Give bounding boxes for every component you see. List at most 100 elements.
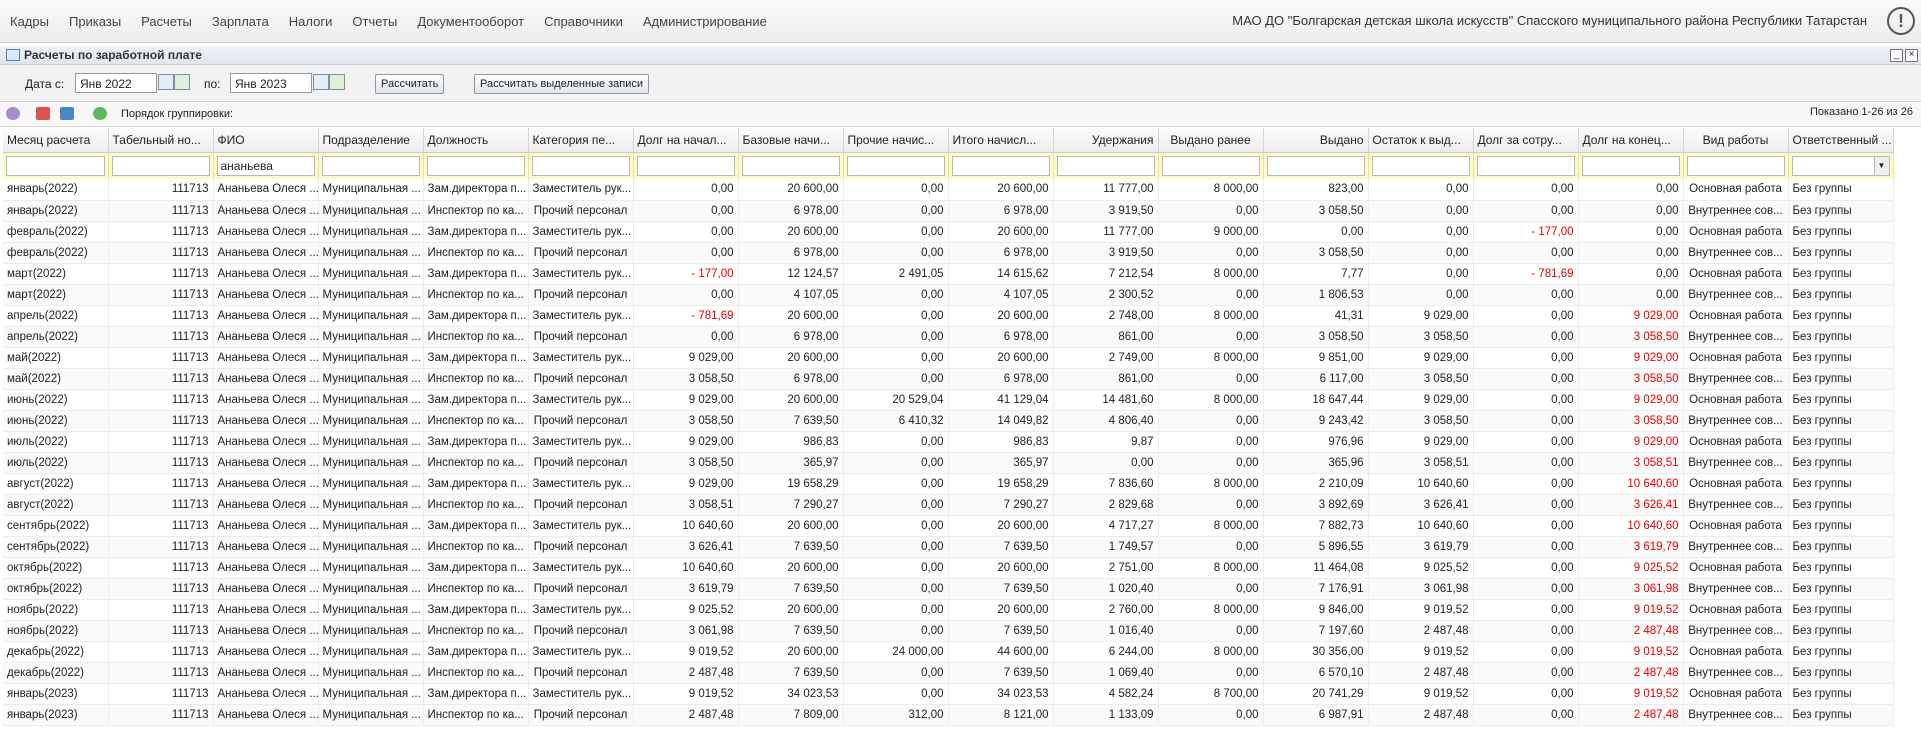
date-from-input[interactable]: Янв 2022 [75,73,157,93]
grid-row[interactable]: март(2022) 111713 Ананьева Олеся ... Муници… [3,263,1894,285]
column-header[interactable]: Прочие начис... [843,128,949,153]
column-header[interactable]: Вид работы [1683,128,1789,153]
filter-input[interactable] [846,155,945,176]
column-header[interactable]: Ответственный ... [1788,128,1894,153]
grid-row[interactable]: ноябрь(2022) 111713 Ананьева Олеся ... Муни… [3,599,1894,621]
grid-row[interactable]: декабрь(2022) 111713 Ананьева Олеся ... Мун… [3,641,1894,663]
column-header[interactable]: Базовые начи... [738,128,844,153]
filter-input[interactable] [531,155,630,176]
print-menu[interactable] [60,107,74,120]
grid-row[interactable]: сентябрь(2022) 111713 Ананьева Олеся ... Му… [3,536,1894,558]
actions-menu[interactable] [6,107,20,120]
column-header[interactable]: Удержания [1053,128,1159,153]
date-to-picker[interactable] [313,74,329,90]
grid-row[interactable]: ноябрь(2022) 111713 Ананьева Олеся ... Муни… [3,620,1894,642]
minimize-button[interactable]: _ [1890,49,1903,62]
grid-cell: август(2022) [3,494,109,516]
grid-row[interactable]: январь(2023) 111713 Ананьева Олеся ... Муни… [3,683,1894,705]
refresh[interactable] [93,107,107,120]
filter-input[interactable] [1581,155,1680,176]
column-header[interactable]: Выдано [1263,128,1369,153]
calculate-button[interactable]: Рассчитать [375,74,445,94]
grid-row[interactable]: октябрь(2022) 111713 Ананьева Олеся ... Мун… [3,578,1894,600]
grid-row[interactable]: апрель(2022) 111713 Ананьева Олеся ... Муни… [3,326,1894,348]
menu-item[interactable]: Кадры [10,13,49,29]
grid-cell: Зам.директора п... [423,515,529,537]
grid-cell: 9 029,00 [1578,347,1684,369]
notification-icon[interactable]: ! [1887,7,1915,35]
grid-row[interactable]: июнь(2022) 111713 Ананьева Олеся ... Муници… [3,410,1894,432]
filter-input[interactable] [636,155,735,176]
grid-row[interactable]: апрель(2022) 111713 Ананьева Олеся ... Муни… [3,305,1894,327]
filter-dropdown-arrow[interactable]: ▼ [1873,156,1889,175]
column-header[interactable]: Итого начисл... [948,128,1054,153]
grid-cell: 2 829,68 [1053,494,1159,516]
column-header[interactable]: Месяц расчета [3,128,109,153]
grid-row[interactable]: март(2022) 111713 Ананьева Олеся ... Муници… [3,284,1894,306]
date-to-clear[interactable] [329,74,345,90]
column-header[interactable]: ФИО [213,128,319,153]
filter-input[interactable]: ананьева [216,155,315,176]
grid-row[interactable]: август(2022) 111713 Ананьева Олеся ... Муни… [3,494,1894,516]
column-header[interactable]: Долг на конец... [1578,128,1684,153]
grid-cell: Ананьева Олеся ... [213,305,319,327]
filter-input[interactable] [6,155,105,176]
filter-input[interactable] [1266,155,1365,176]
date-to-label: по: [204,77,221,91]
grid-row[interactable]: сентябрь(2022) 111713 Ананьева Олеся ... Му… [3,515,1894,537]
menu-item[interactable]: Расчеты [141,13,192,29]
date-from-picker[interactable] [158,74,174,90]
column-header[interactable]: Остаток к выд... [1368,128,1474,153]
filter-input[interactable] [1161,155,1260,176]
filter-input[interactable] [1371,155,1470,176]
menu-item[interactable]: Налоги [288,13,333,29]
date-to-input[interactable]: Янв 2023 [230,73,312,93]
grid-row[interactable]: май(2022) 111713 Ананьева Олеся ... Муницип… [3,347,1894,369]
grid-cell: Внутреннее сов... [1683,662,1789,684]
grid-row[interactable]: февраль(2022) 111713 Ананьева Олеся ... Мун… [3,242,1894,264]
grid-row[interactable]: январь(2023) 111713 Ананьева Олеся ... Муни… [3,704,1894,726]
grid-row[interactable]: июль(2022) 111713 Ананьева Олеся ... Муници… [3,452,1894,474]
column-header[interactable]: Категория пе... [528,128,634,153]
menu-item[interactable]: Отчеты [352,13,398,29]
date-from-clear[interactable] [174,74,190,90]
grid-cell: Зам.директора п... [423,599,529,621]
filter-input[interactable] [321,155,420,176]
grid-cell: Без группы [1788,599,1894,621]
filter-input[interactable]: ▼ [1791,155,1890,176]
filter-input[interactable] [951,155,1050,176]
grid-row[interactable]: декабрь(2022) 111713 Ананьева Олеся ... Мун… [3,662,1894,684]
grid-cell: Ананьева Олеся ... [213,179,319,201]
grid-row[interactable]: май(2022) 111713 Ананьева Олеся ... Муницип… [3,368,1894,390]
column-header[interactable]: Табельный но... [108,128,214,153]
menu-item[interactable]: Приказы [68,13,122,29]
close-button[interactable]: × [1905,49,1918,62]
calculate-selected-button[interactable]: Рассчитать выделенные записи [474,74,650,94]
column-header[interactable]: Долг за сотру... [1473,128,1579,153]
column-header[interactable]: Должность [423,128,529,153]
grid-row[interactable]: июнь(2022) 111713 Ананьева Олеся ... Муници… [3,389,1894,411]
menu-item[interactable]: Справочники [544,13,623,29]
filter-input[interactable] [1476,155,1575,176]
grid-row[interactable]: январь(2022) 111713 Ананьева Олеся ... Муни… [3,179,1894,201]
grid-cell: 6 978,00 [738,200,844,222]
grid-row[interactable]: февраль(2022) 111713 Ананьева Олеся ... Мун… [3,221,1894,243]
filter-input[interactable] [741,155,840,176]
column-header[interactable]: Выдано ранее [1158,128,1264,153]
grid-row[interactable]: октябрь(2022) 111713 Ананьева Олеся ... Мун… [3,557,1894,579]
column-header[interactable]: Долг на начал... [633,128,739,153]
grid-row[interactable]: июль(2022) 111713 Ананьева Олеся ... Муници… [3,431,1894,453]
grid-row[interactable]: август(2022) 111713 Ананьева Олеся ... Муни… [3,473,1894,495]
filter-input[interactable] [426,155,525,176]
grid-cell: 111713 [108,368,214,390]
menu-item[interactable]: Администрирование [642,13,767,29]
filter-input[interactable] [1686,155,1785,176]
grid-row[interactable]: январь(2022) 111713 Ананьева Олеся ... Муни… [3,200,1894,222]
filter-input[interactable] [111,155,210,176]
column-header[interactable]: Подразделение [318,128,424,153]
clear-filter[interactable] [36,107,50,120]
menu-item[interactable]: Документооборот [417,13,525,29]
menu-item[interactable]: Зарплата [211,13,269,29]
filter-input[interactable] [1056,155,1155,176]
grid-cell: 9 019,52 [1578,599,1684,621]
